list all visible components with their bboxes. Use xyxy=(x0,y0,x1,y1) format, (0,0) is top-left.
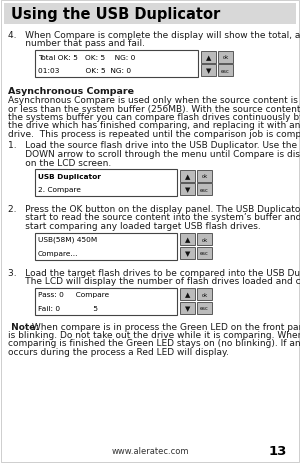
Text: Note:: Note: xyxy=(8,322,39,331)
Text: Compare...: Compare... xyxy=(38,250,79,256)
Text: ▲: ▲ xyxy=(185,237,190,243)
Bar xyxy=(180,302,195,314)
Text: 3.   Load the target flash drives to be compared into the USB Duplicator.: 3. Load the target flash drives to be co… xyxy=(8,268,300,277)
Text: occurs during the process a Red LED will display.: occurs during the process a Red LED will… xyxy=(8,347,229,356)
Text: USB(58M) 450M: USB(58M) 450M xyxy=(38,237,97,243)
Bar xyxy=(197,234,212,246)
Bar xyxy=(201,52,216,63)
Text: ▼: ▼ xyxy=(185,250,190,256)
Text: the drive which has finished comparing, and replacing it with another flash: the drive which has finished comparing, … xyxy=(8,121,300,130)
Text: 01:03           OK: 5  NG: 0: 01:03 OK: 5 NG: 0 xyxy=(38,68,131,74)
Bar xyxy=(180,288,195,300)
Text: When compare is in process the Green LED on the front panel: When compare is in process the Green LED… xyxy=(29,322,300,331)
Bar xyxy=(180,247,195,259)
Bar xyxy=(218,65,233,77)
Text: esc: esc xyxy=(221,69,230,74)
Text: Asynchronous Compare: Asynchronous Compare xyxy=(8,87,134,96)
Bar xyxy=(197,302,212,314)
Text: ▲: ▲ xyxy=(206,55,211,61)
Text: on the LCD screen.: on the LCD screen. xyxy=(8,158,111,167)
Bar xyxy=(180,170,195,182)
Text: drive.  This process is repeated until the comparison job is complete.: drive. This process is repeated until th… xyxy=(8,130,300,139)
Text: esc: esc xyxy=(200,306,209,311)
Text: or less than the system buffer (256MB). With the source content read into: or less than the system buffer (256MB). … xyxy=(8,104,300,113)
Text: esc: esc xyxy=(200,250,209,256)
Bar xyxy=(35,233,177,260)
Text: is blinking. Do not take out the drive while it is comparing. When: is blinking. Do not take out the drive w… xyxy=(8,330,300,339)
Bar xyxy=(197,184,212,196)
Bar xyxy=(180,234,195,246)
Text: ok: ok xyxy=(201,174,208,179)
Text: ▼: ▼ xyxy=(185,305,190,311)
Text: the systems buffer you can compare flash drives continuously by taking out: the systems buffer you can compare flash… xyxy=(8,113,300,122)
Text: 4.   When Compare is complete the display will show the total, and the: 4. When Compare is complete the display … xyxy=(8,31,300,40)
Bar xyxy=(218,52,233,63)
Bar xyxy=(35,288,177,315)
Text: www.aleratec.com: www.aleratec.com xyxy=(111,446,189,456)
Text: ▲: ▲ xyxy=(185,173,190,179)
Text: ok: ok xyxy=(201,237,208,242)
Text: Asynchronous Compare is used only when the source content is the same as: Asynchronous Compare is used only when t… xyxy=(8,96,300,105)
Bar xyxy=(4,4,296,25)
Text: 2. Compare: 2. Compare xyxy=(38,187,81,193)
Bar xyxy=(197,288,212,300)
Text: ok: ok xyxy=(222,55,229,60)
Text: Fail: 0              5: Fail: 0 5 xyxy=(38,305,98,311)
Bar xyxy=(35,51,198,78)
Bar xyxy=(197,170,212,182)
Text: number that pass and fail.: number that pass and fail. xyxy=(8,39,145,49)
Text: USB Duplicator: USB Duplicator xyxy=(38,173,101,179)
Text: 2.   Press the OK button on the display panel. The USB Duplicator will: 2. Press the OK button on the display pa… xyxy=(8,205,300,213)
Text: start to read the source content into the system’s buffer and immediately: start to read the source content into th… xyxy=(8,213,300,222)
Text: Pass: 0     Compare: Pass: 0 Compare xyxy=(38,292,109,298)
Text: 1.   Load the source flash drive into the USB Duplicator. Use the UP or: 1. Load the source flash drive into the … xyxy=(8,141,300,150)
Text: DOWN arrow to scroll through the menu until Compare is displayed: DOWN arrow to scroll through the menu un… xyxy=(8,150,300,159)
Text: ▲: ▲ xyxy=(185,292,190,298)
Text: comparing is finished the Green LED stays on (no blinking). If an error: comparing is finished the Green LED stay… xyxy=(8,339,300,348)
Text: start comparing any loaded target USB flash drives.: start comparing any loaded target USB fl… xyxy=(8,221,261,231)
Bar xyxy=(197,247,212,259)
Text: 13: 13 xyxy=(268,444,287,457)
Text: Total OK: 5   OK: 5    NG: 0: Total OK: 5 OK: 5 NG: 0 xyxy=(38,55,135,61)
Bar xyxy=(35,169,177,197)
Text: Using the USB Duplicator: Using the USB Duplicator xyxy=(11,7,220,22)
Text: ok: ok xyxy=(201,292,208,297)
Text: esc: esc xyxy=(200,188,209,192)
Text: ▼: ▼ xyxy=(185,187,190,193)
Text: ▼: ▼ xyxy=(206,68,211,74)
Bar xyxy=(201,65,216,77)
Bar xyxy=(180,184,195,196)
Text: The LCD will display the number of flash drives loaded and comparing.: The LCD will display the number of flash… xyxy=(8,276,300,285)
